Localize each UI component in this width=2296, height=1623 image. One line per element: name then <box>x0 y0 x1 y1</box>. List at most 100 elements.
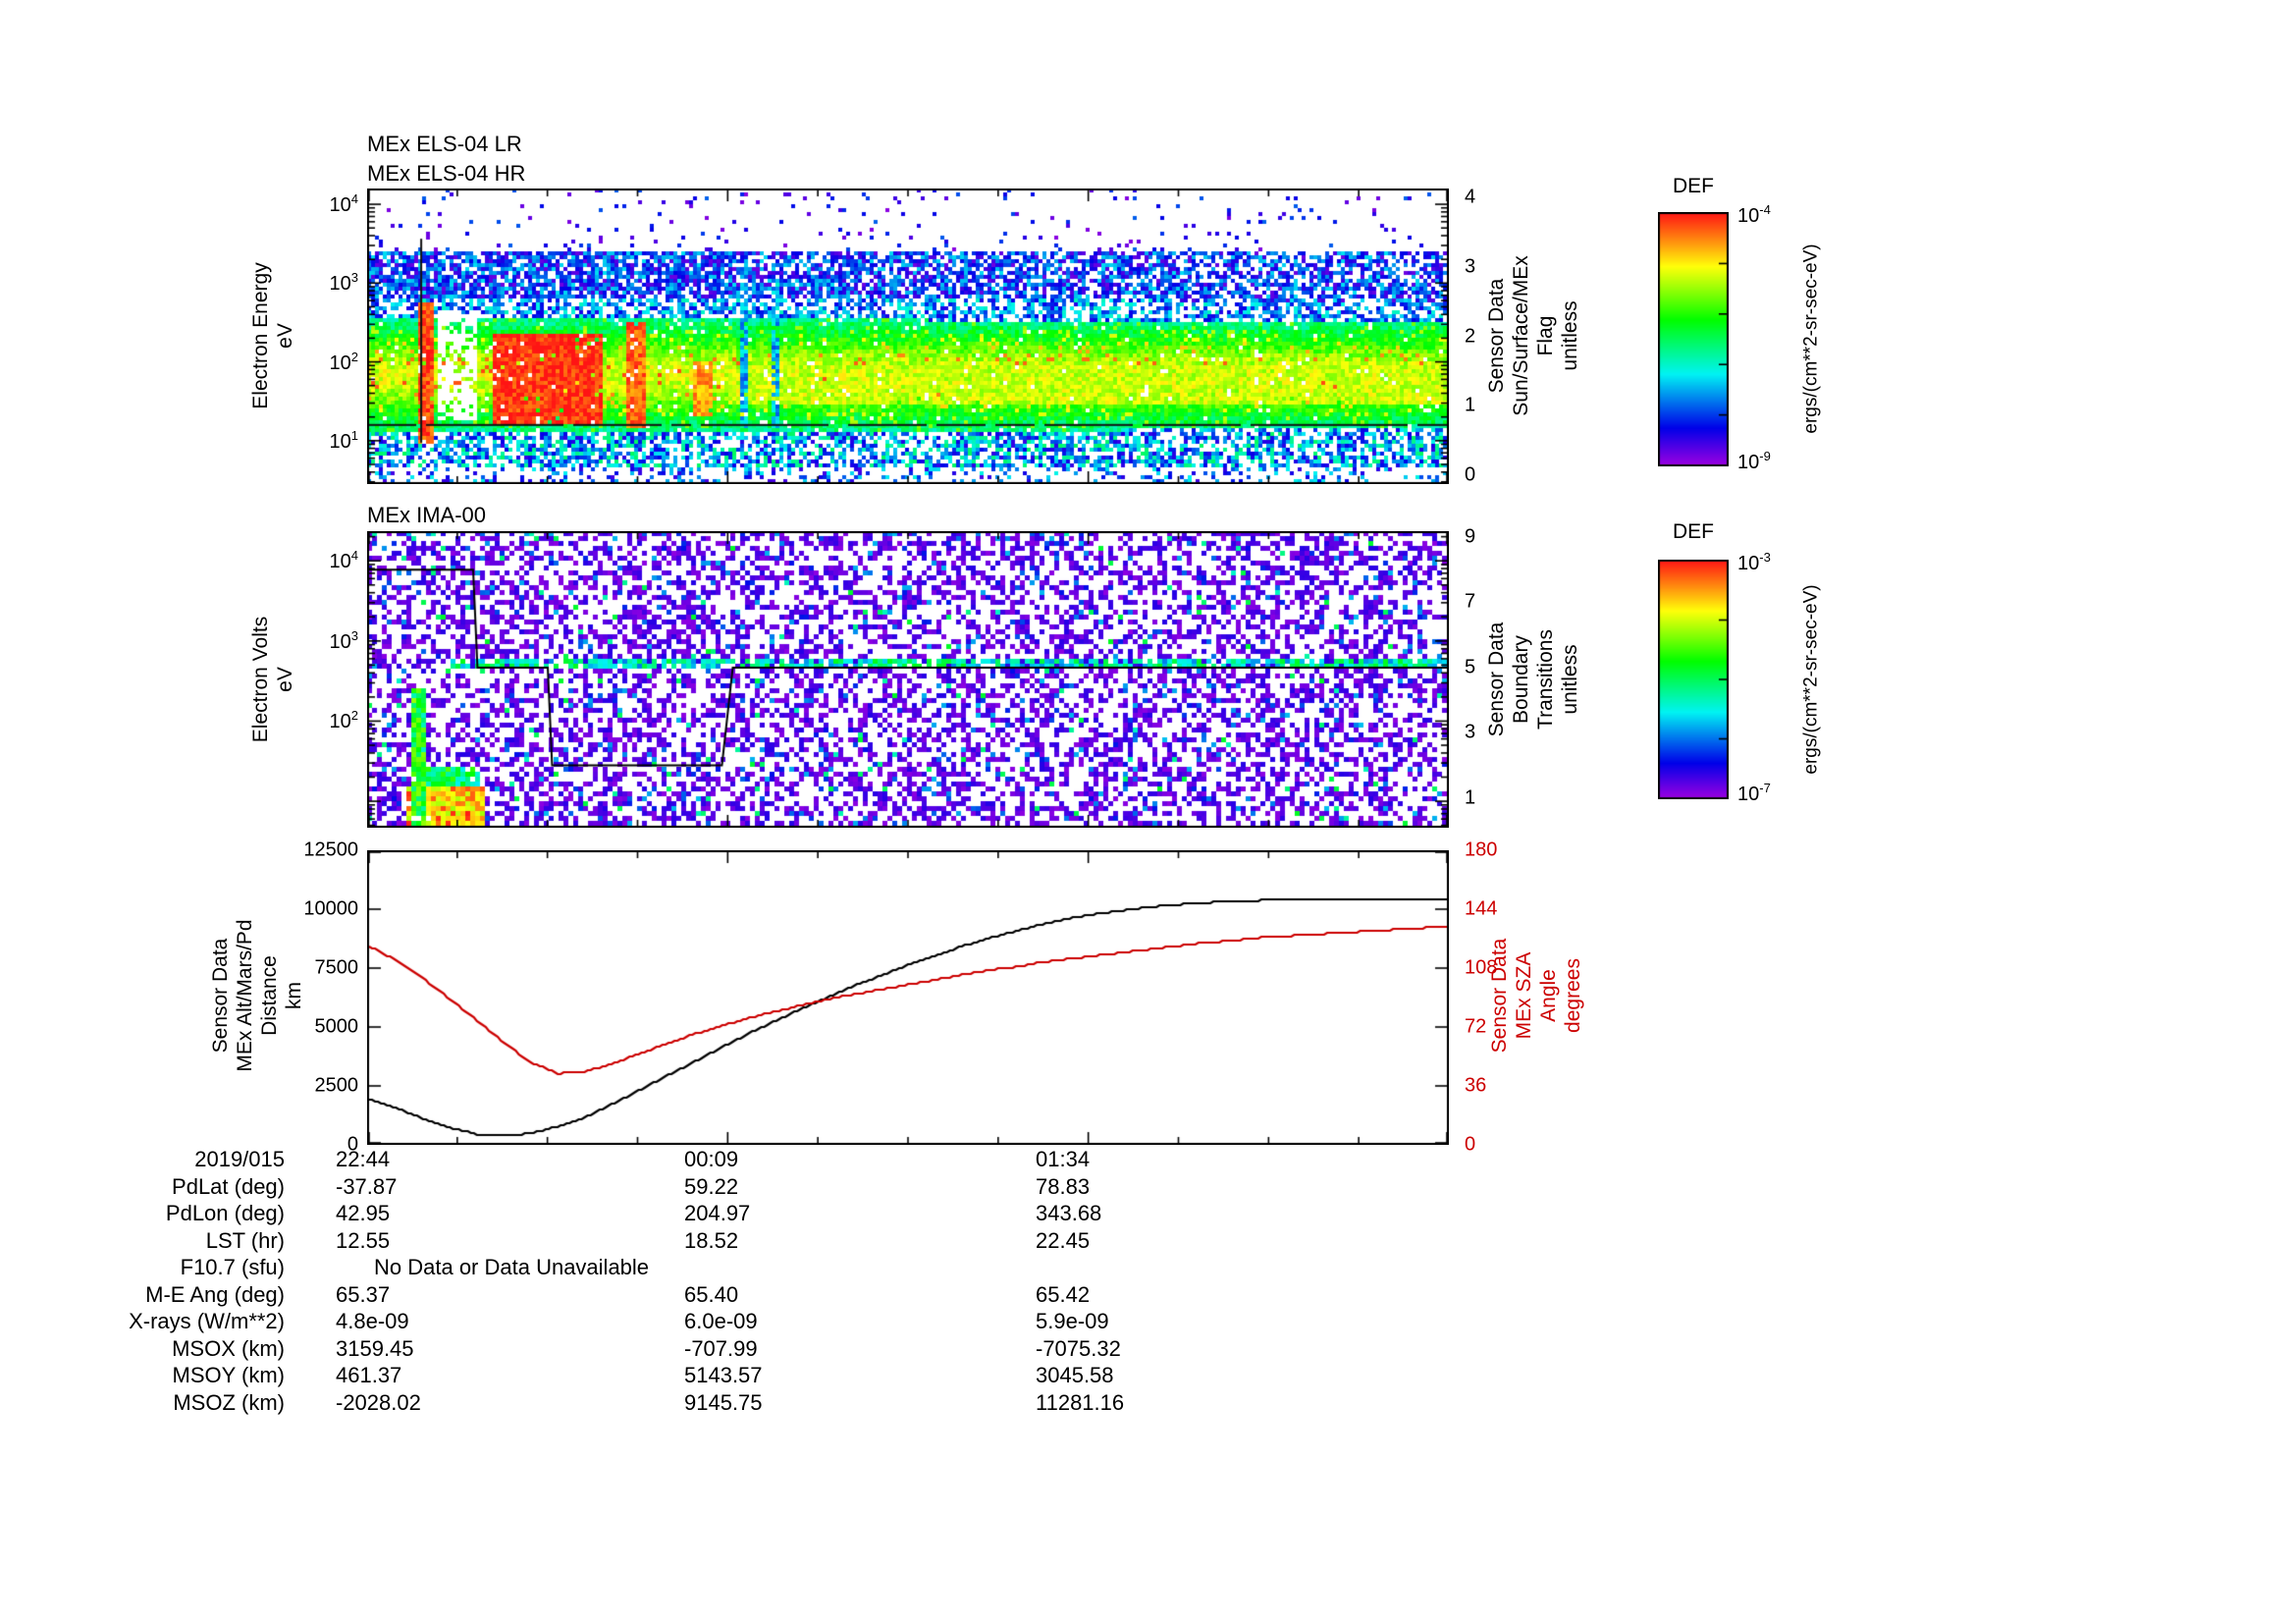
ima-right-tick-label: 9 <box>1465 525 1476 548</box>
table-cell: 6.0e-09 <box>684 1309 758 1333</box>
ts-y-tick-label: 7500 <box>314 956 359 979</box>
table-row-label: MSOZ (km) <box>173 1389 285 1415</box>
els-right-tick-label: 1 <box>1465 394 1476 416</box>
power-base: 10 <box>329 273 351 296</box>
els-y-axis-label: Electron Energy eV <box>249 262 296 409</box>
power-exponent: -7 <box>1759 781 1771 796</box>
table-cell: 3045.58 <box>1036 1363 1114 1387</box>
ts-y-tick-label: 10000 <box>303 897 358 920</box>
ima-spectrogram <box>367 531 1449 828</box>
table-cell-span: No Data or Data Unavailable <box>374 1255 650 1279</box>
table-row-label: LST (hr) <box>205 1227 285 1253</box>
els-right-tick-label: 3 <box>1465 255 1476 278</box>
table-cell: 78.83 <box>1036 1173 1091 1199</box>
els-colorbar-max-label: 10-4 <box>1737 202 1771 228</box>
ima-right-tick-label: 1 <box>1465 786 1476 809</box>
table-row-label: MSOY (km) <box>172 1363 285 1387</box>
els-title-hr: MEx ELS-04 HR <box>367 161 526 186</box>
table-cell: -2028.02 <box>336 1389 421 1415</box>
power-base: 10 <box>1737 451 1760 473</box>
table-row-label: PdLon (deg) <box>165 1201 285 1225</box>
power-exponent: -3 <box>1759 550 1771 566</box>
ts-y-tick-label: 0 <box>347 1133 358 1156</box>
ima-right-tick-label: 3 <box>1465 721 1476 743</box>
ima-colorbar <box>1658 560 1729 799</box>
els-y-tick-label: 103 <box>330 270 358 296</box>
table-cell: 5143.57 <box>684 1363 763 1387</box>
ts-right-tick-label: 0 <box>1465 1133 1476 1156</box>
ima-y-tick-label: 103 <box>330 628 358 654</box>
power-base: 10 <box>1737 783 1760 805</box>
els-right-tick-label: 0 <box>1465 463 1476 486</box>
ima-right-tick-label: 7 <box>1465 590 1476 613</box>
power-base: 10 <box>1737 204 1760 227</box>
table-cell: -7075.32 <box>1036 1335 1121 1361</box>
table-cell: 18.52 <box>684 1227 739 1253</box>
ts-right-axis-label: Sensor Data MEx SZA Angle degrees <box>1488 938 1584 1054</box>
power-base: 10 <box>329 430 351 453</box>
table-cell: 9145.75 <box>684 1389 763 1415</box>
power-exponent: 3 <box>350 270 358 286</box>
els-y-tick-label: 102 <box>330 350 358 375</box>
els-colorbar-min-label: 10-9 <box>1737 449 1771 474</box>
table-row-label: M-E Ang (deg) <box>145 1281 285 1307</box>
table-cell: 204.97 <box>684 1201 751 1225</box>
table-row-label: X-rays (W/m**2) <box>129 1309 285 1333</box>
ts-right-tick-label: 36 <box>1465 1074 1487 1097</box>
table-row-label: 2019/015 <box>194 1147 285 1171</box>
table-row-label: PdLat (deg) <box>172 1173 285 1199</box>
ts-right-tick-label: 144 <box>1465 897 1498 920</box>
table-cell: 42.95 <box>336 1201 391 1225</box>
table-cell: 343.68 <box>1036 1201 1102 1225</box>
els-y-tick-label: 104 <box>330 191 358 217</box>
ima-y-axis-label: Electron Volts eV <box>249 616 296 743</box>
table-row-label: F10.7 (sfu) <box>180 1255 285 1279</box>
table-cell: 01:34 <box>1036 1147 1091 1171</box>
power-exponent: -4 <box>1759 202 1771 218</box>
ima-y-tick-label: 102 <box>330 709 358 734</box>
els-right-tick-label: 4 <box>1465 186 1476 208</box>
els-colorbar-title: DEF <box>1673 175 1714 197</box>
table-cell: 12.55 <box>336 1227 391 1253</box>
ts-y-axis-label: Sensor Data MEx Alt/Mars/Pd Distance km <box>209 919 305 1072</box>
power-exponent: 4 <box>350 191 358 207</box>
els-spectrogram <box>367 189 1449 484</box>
table-cell: 461.37 <box>336 1363 402 1387</box>
timeseries-plot <box>367 850 1449 1145</box>
els-colorbar <box>1658 212 1729 466</box>
ima-right-axis-label: Sensor Data Boundary Transitions unitles… <box>1485 622 1581 737</box>
power-base: 10 <box>329 193 351 216</box>
ts-right-tick-label: 108 <box>1465 956 1498 979</box>
table-cell: -37.87 <box>336 1173 398 1199</box>
els-colorbar-units: ergs/(cm**2-sr-sec-eV) <box>1800 243 1822 434</box>
power-base: 10 <box>329 711 351 733</box>
ts-right-tick-label: 72 <box>1465 1015 1487 1038</box>
power-exponent: 2 <box>350 708 358 724</box>
power-base: 10 <box>1737 552 1760 574</box>
els-y-tick-label: 101 <box>330 428 358 454</box>
table-cell: 65.40 <box>684 1281 739 1307</box>
table-cell: 4.8e-09 <box>336 1309 409 1333</box>
els-right-tick-label: 2 <box>1465 325 1476 347</box>
ima-right-tick-label: 5 <box>1465 656 1476 678</box>
power-base: 10 <box>329 352 351 374</box>
table-cell: 65.37 <box>336 1281 391 1307</box>
ts-y-tick-label: 12500 <box>303 839 358 861</box>
ts-right-tick-label: 180 <box>1465 839 1498 861</box>
ima-y-tick-label: 104 <box>330 548 358 573</box>
table-row-label: MSOX (km) <box>172 1335 285 1361</box>
power-base: 10 <box>329 551 351 573</box>
power-exponent: 4 <box>350 548 358 564</box>
table-cell: 22:44 <box>336 1147 391 1171</box>
power-exponent: 2 <box>350 349 358 364</box>
ima-colorbar-min-label: 10-7 <box>1737 781 1771 806</box>
ima-colorbar-units: ergs/(cm**2-sr-sec-eV) <box>1800 584 1822 775</box>
table-cell: 65.42 <box>1036 1281 1091 1307</box>
els-right-axis-label: Sensor Data Sun/Surface/MEx Flag unitles… <box>1485 255 1581 416</box>
ts-y-tick-label: 2500 <box>314 1074 359 1097</box>
table-cell: 22.45 <box>1036 1227 1091 1253</box>
table-cell: 3159.45 <box>336 1335 414 1361</box>
ima-title: MEx IMA-00 <box>367 503 487 527</box>
ts-y-tick-label: 5000 <box>314 1015 359 1038</box>
